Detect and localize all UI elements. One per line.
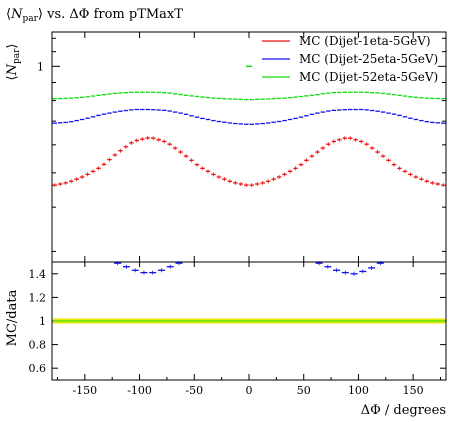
main-ytick-label: 1 — [37, 60, 44, 73]
ratio-ytick-label: 1.4 — [29, 268, 47, 281]
legend-label-25eta: MC (Dijet-25eta-5GeV) — [299, 52, 438, 66]
ratio-xtick-label: 50 — [297, 384, 311, 397]
legend-label-52eta: MC (Dijet-52eta-5GeV) — [299, 70, 438, 84]
ratio-ytick-label: 0.6 — [29, 362, 47, 375]
ratio-ticks: 0.6 0.8 1 1.2 1.4 -150 -100 -50 0 50 100 150 — [29, 262, 446, 397]
ratio-xtick-label: 150 — [403, 384, 424, 397]
ratio-xtick-label: -50 — [185, 384, 203, 397]
plot-title: ⟨Npar⟩ vs. ΔΦ from pTMaxT — [6, 7, 183, 24]
ratio-ytick-label: 0.8 — [29, 339, 47, 352]
ylabel-ratio: MC/data — [5, 289, 20, 346]
ratio-data-marks — [53, 261, 445, 322]
ratio-xtick-label: -150 — [72, 384, 97, 397]
xlabel: ΔΦ / degrees — [361, 403, 446, 418]
legend-label-1eta: MC (Dijet-1eta-5GeV) — [299, 34, 431, 48]
main-ticks: 1 — [37, 32, 446, 262]
ratio-ytick-label: 1 — [39, 315, 46, 328]
ratio-xtick-label: 100 — [348, 384, 369, 397]
ratio-xtick-label: -100 — [127, 384, 152, 397]
ratio-xtick-label: 0 — [246, 384, 253, 397]
ratio-ytick-label: 1.2 — [29, 291, 47, 304]
main-data-marks — [52, 65, 446, 188]
legend: MC (Dijet-1eta-5GeV) MC (Dijet-25eta-5Ge… — [262, 34, 438, 84]
ylabel-main: ⟨Npar⟩ — [5, 44, 22, 81]
